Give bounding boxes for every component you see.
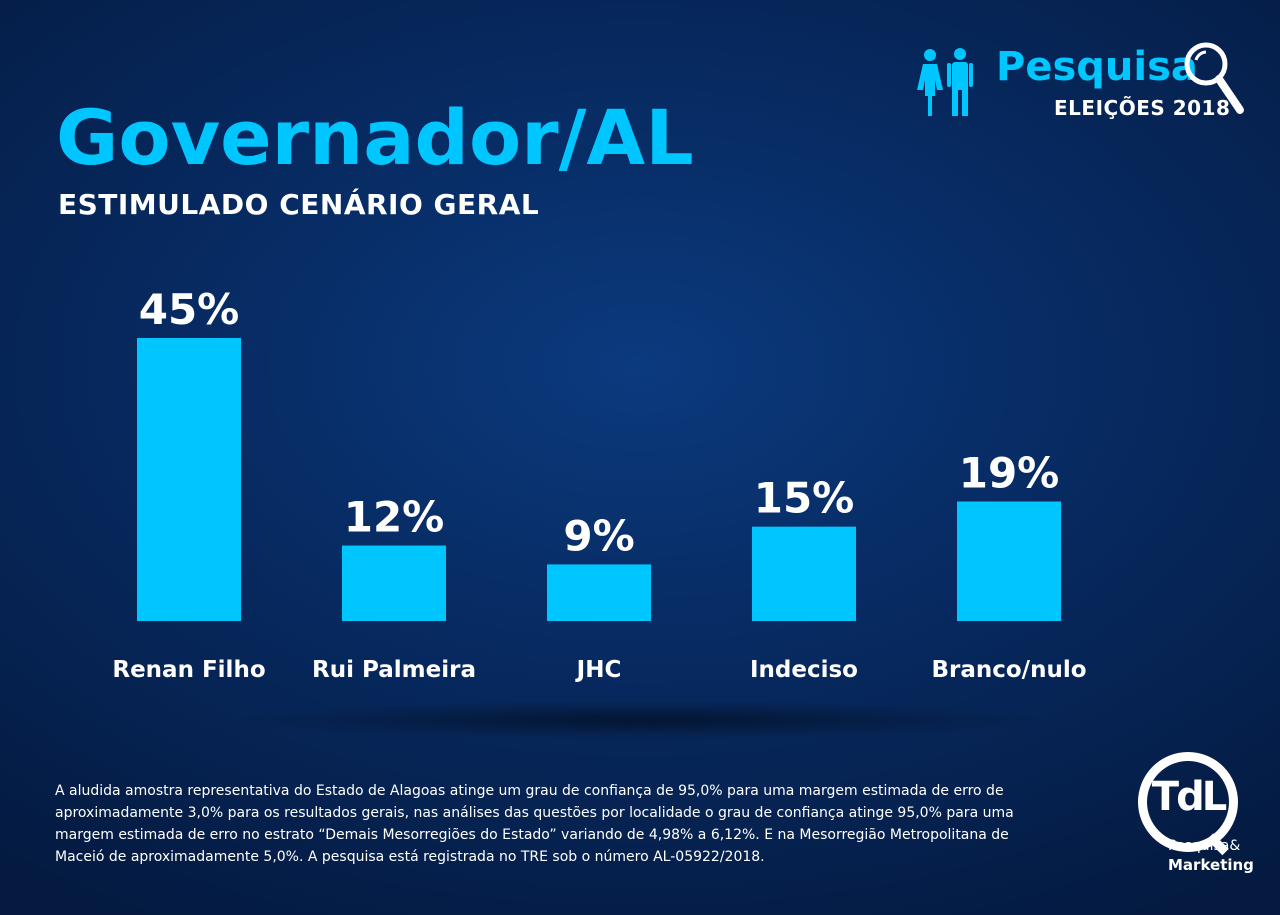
tdl-logo: TdL Pesquisa& Marketing [1132, 752, 1254, 882]
survey-badge: Pesquisa ELEIÇÕES 2018 [910, 38, 1250, 128]
category-label-jhc: JHC [575, 657, 622, 683]
methodology-footnote: A aludida amostra representativa do Esta… [55, 783, 1014, 865]
category-label-rui-palmeira: Rui Palmeira [312, 657, 476, 683]
logo-line-1: Pesquisa& [1168, 838, 1241, 854]
value-label-indeciso: 15% [754, 474, 855, 523]
badge-edition: ELEIÇÕES 2018 [1054, 96, 1231, 120]
value-label-jhc: 9% [563, 511, 634, 560]
page-subtitle: ESTIMULADO CENÁRIO GERAL [58, 188, 540, 221]
value-label-rui-palmeira: 12% [344, 493, 445, 542]
logo-ring [1138, 752, 1238, 852]
bar-chart: 45% Renan Filho 12% Rui Palmeira 9% JHC 15% Ind… [112, 285, 1086, 683]
floor-shadow [230, 700, 1050, 740]
category-label-indeciso: Indeciso [750, 657, 858, 683]
badge-brand: Pesquisa [996, 44, 1198, 90]
page-title: Governador/AL [56, 93, 694, 182]
bar-branco-nulo [957, 501, 1061, 621]
category-label-branco-nulo: Branco/nulo [931, 657, 1086, 683]
bar-rui-palmeira [342, 545, 446, 621]
bar-renan-filho [137, 338, 241, 621]
bar-jhc [547, 564, 651, 621]
logo-line-2: Marketing [1168, 856, 1254, 874]
people-icon [917, 48, 973, 116]
value-label-renan-filho: 45% [139, 285, 240, 334]
magnifier-icon [1184, 42, 1244, 114]
value-label-branco-nulo: 19% [959, 449, 1060, 498]
logo-mark: TdL [1151, 774, 1227, 820]
category-label-renan-filho: Renan Filho [112, 657, 265, 683]
bar-indeciso [752, 526, 856, 621]
